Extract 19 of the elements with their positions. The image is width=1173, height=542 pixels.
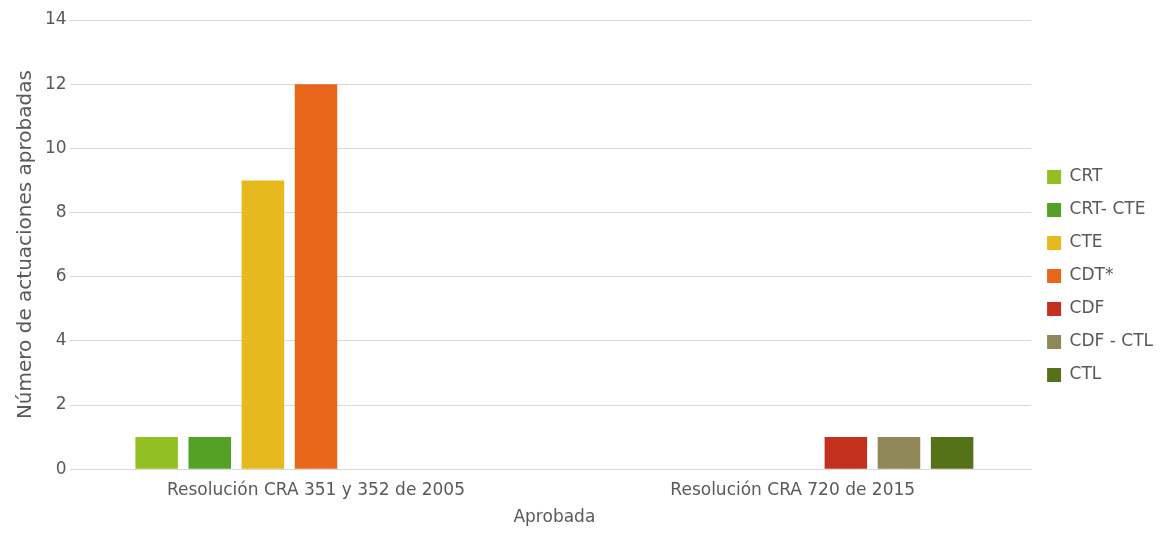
y-tick-label: 8 — [55, 200, 67, 221]
legend-label: CDT* — [1069, 264, 1114, 285]
y-tick-label: 4 — [55, 329, 67, 350]
legend-label: CTL — [1069, 363, 1102, 384]
x-tick-label: Resolución CRA 351 y 352 de 2005 — [166, 478, 466, 499]
legend-label: CRT — [1069, 165, 1104, 186]
y-axis-title: Número de actuaciones aprobadas — [12, 70, 37, 420]
y-tick-label: 14 — [44, 8, 67, 29]
y-tick-label: 10 — [44, 136, 67, 157]
y-tick-label: 6 — [55, 265, 67, 286]
legend-label: CTE — [1069, 231, 1103, 252]
x-axis-title: Aprobada — [513, 506, 596, 527]
legend-label: CDF — [1069, 297, 1105, 318]
x-tick-label: Resolución CRA 720 de 2015 — [670, 478, 916, 499]
y-tick-label: 12 — [44, 72, 67, 93]
y-tick-label: 0 — [55, 457, 67, 478]
legend-label: CDF - CTL — [1069, 330, 1154, 351]
y-tick-label: 2 — [55, 393, 67, 414]
legend-label: CRT- CTE — [1069, 198, 1146, 219]
